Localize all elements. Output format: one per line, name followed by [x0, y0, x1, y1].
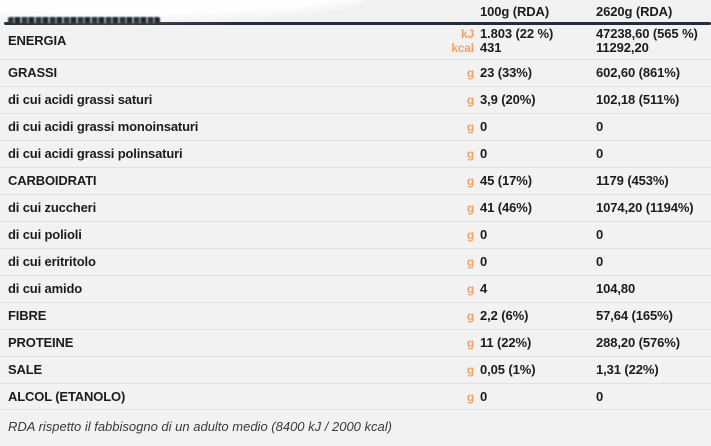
value-per-100g: 23 (33%) [480, 65, 532, 80]
table-row: ALCOL (ETANOLO) g 0 0 [0, 383, 711, 410]
rda-footnote: RDA rispetto il fabbisogno di un adulto … [8, 419, 392, 434]
table-row: CARBOIDRATI g 45 (17%) 1179 (453%) [0, 167, 711, 194]
table-row: di cui polioli g 0 0 [0, 221, 711, 248]
table-row: di cui amido g 4 104,80 [0, 275, 711, 302]
nutrient-label: di cui eritritolo [8, 254, 96, 269]
value-per-2620g: 0 [596, 254, 604, 269]
table-row: di cui eritritolo g 0 0 [0, 248, 711, 275]
unit-label: g [466, 363, 474, 377]
value-per-100g: 0,05 (1%) [480, 362, 536, 377]
value-per-100g: 0 [480, 388, 488, 404]
table-body: ENERGIA kJ kcal 1.803 (22 %) 431 47238,60 (56… [0, 22, 711, 410]
table-row: ENERGIA kJ kcal 1.803 (22 %) 431 47238,60 (56… [0, 22, 711, 59]
value-per-100g: 0 [480, 254, 488, 269]
table-header: 100g (RDA) 2620g (RDA) [0, 0, 711, 24]
unit-label: g [466, 120, 474, 134]
unit-label: g [466, 309, 474, 323]
table-row: di cui acidi grassi monoinsaturi g 0 0 [0, 113, 711, 140]
value-per-100g: 0 [480, 119, 488, 134]
value-per-100g: 2,2 (6%) [480, 308, 529, 323]
unit-label: kJ kcal [451, 26, 474, 55]
unit-label: g [466, 147, 474, 161]
table-row: FIBRE g 2,2 (6%) 57,64 (165%) [0, 302, 711, 329]
value-per-2620g: 288,20 (576%) [596, 335, 680, 350]
nutrient-label: GRASSI [8, 65, 57, 80]
nutrient-label: FIBRE [8, 308, 47, 323]
value-per-2620g: 0 [596, 146, 604, 161]
value-per-100g: 3,9 (20%) [480, 92, 536, 107]
value-per-100g: 45 (17%) [480, 173, 532, 188]
unit-label: g [466, 201, 474, 215]
value-per-2620g: 0 [596, 227, 604, 242]
unit-label: g [466, 255, 474, 269]
value-per-2620g: 102,18 (511%) [596, 92, 680, 107]
column-header-2620g: 2620g (RDA) [596, 3, 673, 19]
header-rule [4, 22, 711, 25]
redacted-title-smudge [8, 17, 160, 23]
value-per-100g: 0 [480, 146, 488, 161]
table-row: SALE g 0,05 (1%) 1,31 (22%) [0, 356, 711, 383]
value-per-2620g: 0 [596, 388, 604, 404]
value-per-2620g: 1074,20 (1194%) [596, 200, 694, 215]
value-per-100g: 11 (22%) [480, 335, 532, 350]
value-per-2620g: 47238,60 (565 %) 11292,20 [596, 25, 698, 55]
value-per-100g: 1.803 (22 %) 431 [480, 25, 554, 55]
nutrient-label: CARBOIDRATI [8, 173, 97, 188]
unit-label: g [466, 228, 474, 242]
nutrient-label: di cui amido [8, 281, 83, 296]
value-per-2620g: 57,64 (165%) [596, 308, 673, 323]
unit-label: g [466, 93, 474, 107]
unit-label: g [466, 174, 474, 188]
column-header-100g: 100g (RDA) [480, 3, 550, 19]
table-row: GRASSI g 23 (33%) 602,60 (861%) [0, 59, 711, 86]
unit-label: g [466, 66, 474, 80]
nutrient-label: ENERGIA [8, 32, 67, 48]
table-row: di cui acidi grassi polinsaturi g 0 0 [0, 140, 711, 167]
nutrient-label: PROTEINE [8, 335, 74, 350]
table-row: di cui acidi grassi saturi g 3,9 (20%) 102,… [0, 86, 711, 113]
nutrient-label: di cui acidi grassi monoinsaturi [8, 119, 199, 134]
nutrient-label: di cui zuccheri [8, 200, 97, 215]
unit-label: g [466, 389, 474, 404]
value-per-2620g: 1,31 (22%) [596, 362, 659, 377]
unit-label: g [466, 336, 474, 350]
value-per-2620g: 602,60 (861%) [596, 65, 680, 80]
value-per-100g: 41 (46%) [480, 200, 532, 215]
nutrient-label: ALCOL (ETANOLO) [8, 388, 126, 404]
nutrient-label: di cui acidi grassi polinsaturi [8, 146, 183, 161]
value-per-2620g: 0 [596, 119, 604, 134]
table-row: PROTEINE g 11 (22%) 288,20 (576%) [0, 329, 711, 356]
nutrient-label: di cui polioli [8, 227, 82, 242]
value-per-100g: 4 [480, 281, 488, 296]
value-per-2620g: 1179 (453%) [596, 173, 669, 188]
unit-label: g [466, 282, 474, 296]
nutrient-label: di cui acidi grassi saturi [8, 92, 153, 107]
nutrient-label: SALE [8, 362, 43, 377]
table-row: di cui zuccheri g 41 (46%) 1074,20 (1194%) [0, 194, 711, 221]
value-per-2620g: 104,80 [596, 281, 636, 296]
value-per-100g: 0 [480, 227, 488, 242]
